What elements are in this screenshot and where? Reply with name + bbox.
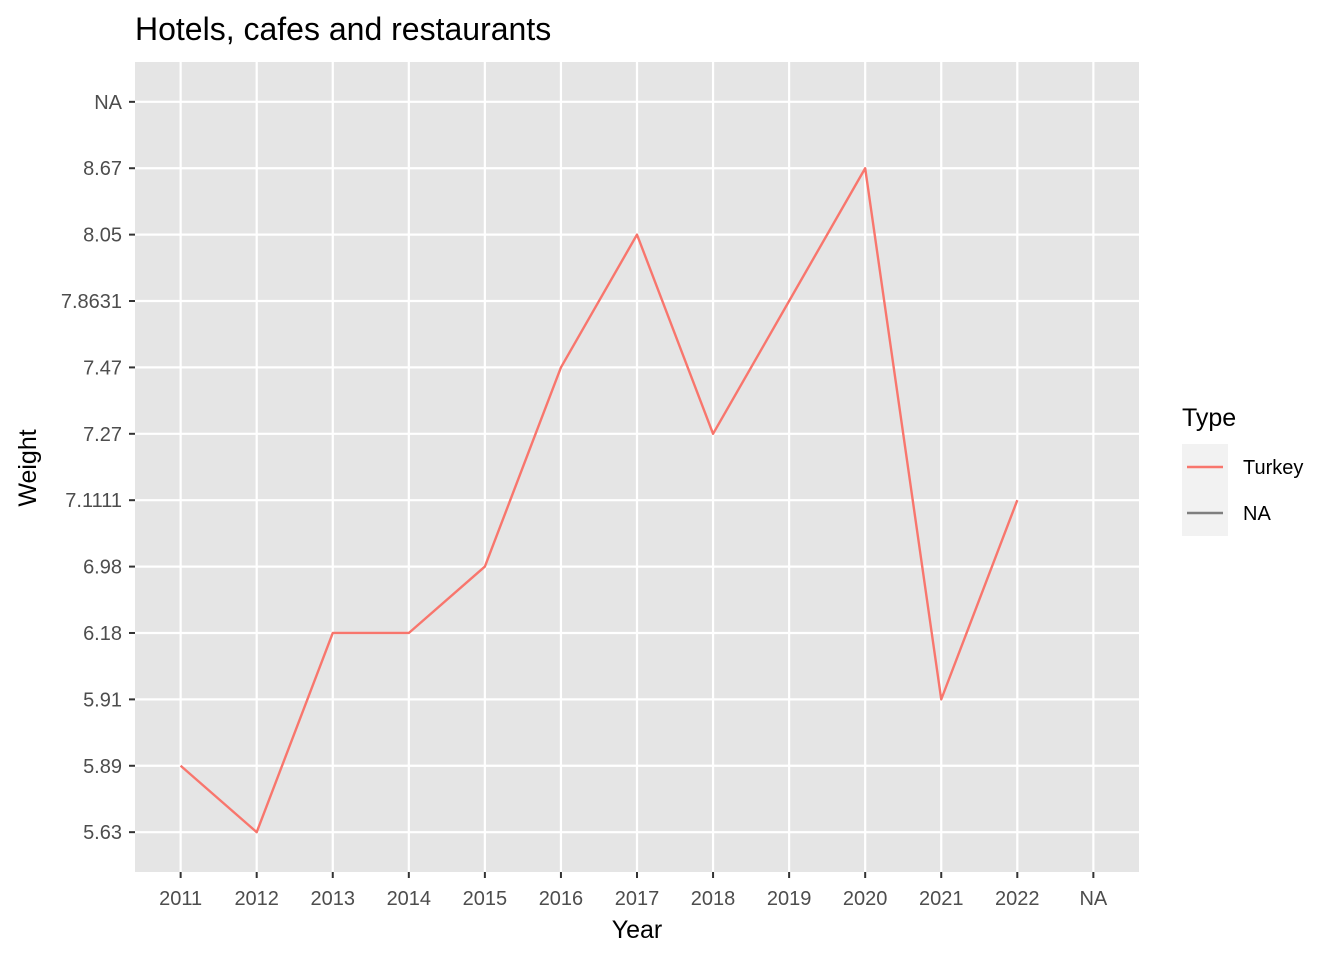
- y-tick-label: 8.05: [83, 225, 122, 247]
- y-tick-label: NA: [94, 92, 122, 114]
- y-tick-label: 5.89: [83, 756, 122, 778]
- y-tick-label: 8.67: [83, 158, 122, 180]
- x-tick-label: 2015: [463, 888, 508, 910]
- legend-key-background: [1182, 444, 1228, 536]
- legend: Type Turkey NA: [1182, 404, 1303, 536]
- x-tick-label: NA: [1079, 888, 1107, 910]
- legend-label: Turkey: [1243, 457, 1303, 479]
- x-tick-label: 2017: [615, 888, 660, 910]
- x-tick-label: 2022: [995, 888, 1040, 910]
- y-tick-label: 7.27: [83, 424, 122, 446]
- legend-title: Type: [1182, 404, 1236, 432]
- y-tick-label: 7.1111: [65, 490, 122, 512]
- x-tick-label: 2021: [919, 888, 964, 910]
- y-tick-label: 5.91: [83, 689, 122, 711]
- x-tick-label: 2013: [311, 888, 356, 910]
- y-tick-label: 6.98: [83, 557, 122, 579]
- x-axis-title: Year: [612, 916, 663, 944]
- x-tick-label: 2011: [159, 888, 202, 910]
- x-axis: 2011 2012 2013 2014 2015 2016 2017 2018 2019 2020…: [159, 872, 1108, 910]
- y-tick-label: 7.47: [83, 357, 122, 379]
- legend-entries: Turkey NA: [1187, 457, 1303, 525]
- x-tick-label: 2019: [767, 888, 812, 910]
- y-tick-label: 7.8631: [61, 291, 122, 313]
- y-axis-title: Weight: [14, 429, 42, 506]
- y-tick-label: 5.63: [83, 822, 122, 844]
- x-tick-label: 2012: [234, 888, 279, 910]
- chart-title: Hotels, cafes and restaurants: [135, 11, 551, 47]
- y-tick-label: 6.18: [83, 623, 122, 645]
- series-line-turkey: [179, 167, 1019, 834]
- x-tick-label: 2018: [691, 888, 736, 910]
- grid-lines: [135, 62, 1139, 872]
- legend-label: NA: [1243, 503, 1271, 525]
- x-tick-label: 2020: [843, 888, 888, 910]
- y-axis: 5.63 5.89 5.91 6.18 6.98 7.1111 7.27 7.47 7.8631…: [61, 92, 135, 844]
- x-tick-label: 2014: [387, 888, 432, 910]
- x-tick-label: 2016: [539, 888, 584, 910]
- series-layer: [179, 167, 1019, 834]
